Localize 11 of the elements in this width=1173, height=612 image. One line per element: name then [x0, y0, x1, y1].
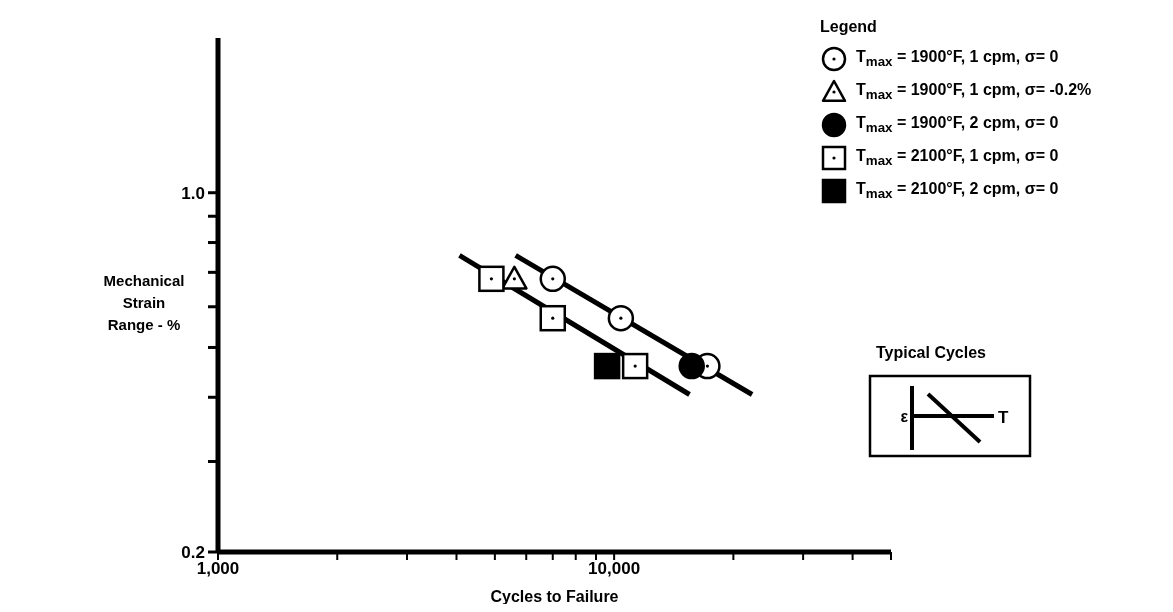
legend-title: Legend [820, 18, 878, 36]
legend-label: T$_{max}$ = 2100°F, 2 cpm, σ= 0 [856, 179, 1059, 202]
x-tick-label: 10,000 [588, 559, 641, 579]
legend-label: T$_{max}$ = 1900°F, 1 cpm, σ= 0 [856, 47, 1059, 70]
y-tick-label: 1.0 [181, 183, 205, 203]
cycle-diagram: ε T [868, 374, 1032, 458]
legend-label: T$_{max}$ = 2100°F, 1 cpm, σ= 0 [856, 146, 1059, 169]
legend-label: T$_{max}$ = 1900°F, 2 cpm, σ= 0 [856, 113, 1059, 136]
annotation: Typical Cycles [876, 344, 986, 362]
legend-label: T$_{max}$ = 1900°F, 1 cpm, σ= -0.2% [856, 80, 1092, 103]
y-axis-title: Mechanical Strain Range - % [102, 271, 186, 335]
